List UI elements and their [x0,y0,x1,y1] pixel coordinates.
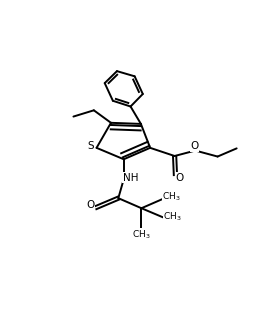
Text: S: S [87,141,94,152]
Text: CH$_3$: CH$_3$ [163,211,182,223]
Text: CH$_3$: CH$_3$ [132,229,151,241]
Text: O: O [190,141,199,152]
Text: NH: NH [123,173,138,183]
Text: O: O [175,173,184,183]
Text: CH$_3$: CH$_3$ [162,191,181,203]
Text: O: O [87,200,95,210]
